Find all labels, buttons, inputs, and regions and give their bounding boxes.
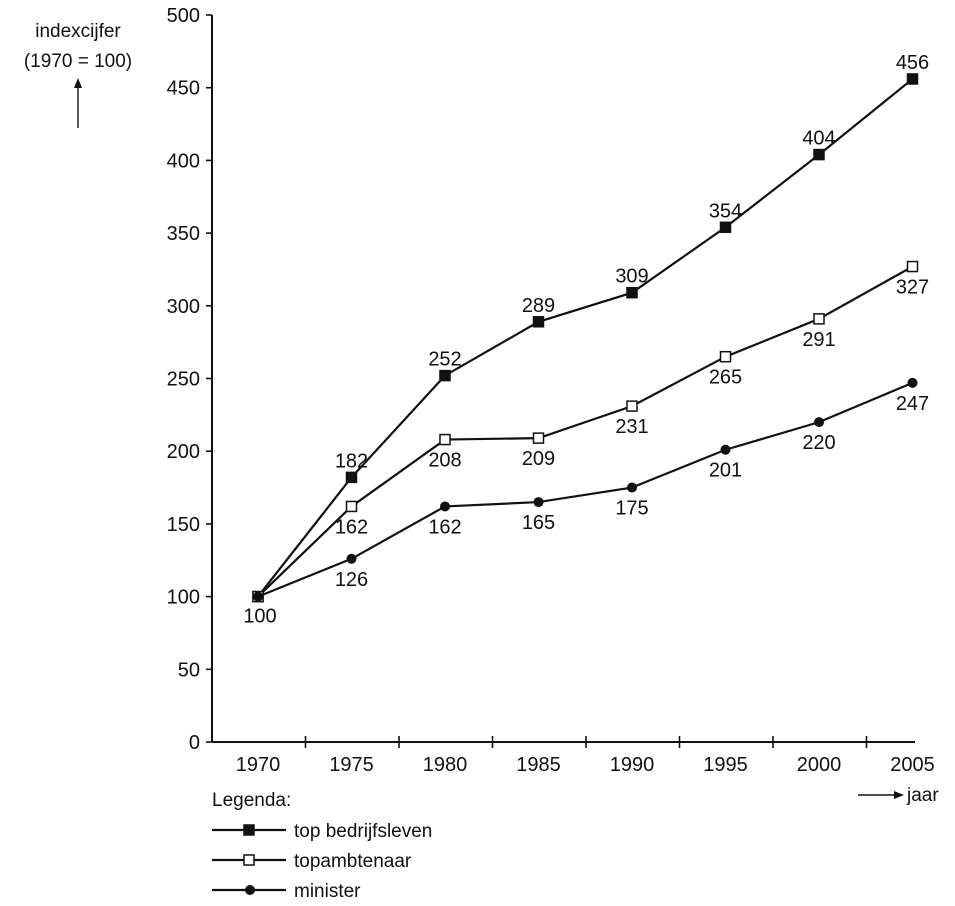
data-point	[626, 400, 638, 412]
y-tick-label: 450	[167, 78, 200, 100]
data-point	[345, 500, 358, 513]
data-label: 291	[802, 329, 835, 351]
data-point	[627, 482, 637, 493]
series-line-topambtenaar	[257, 265, 914, 598]
data-label: 165	[522, 512, 555, 534]
series-topambtenaar	[252, 260, 919, 603]
x-axis-arrow-icon	[858, 791, 904, 799]
data-label: 265	[709, 367, 742, 389]
y-ticks: 0 50 100 150 200 250 300 350 400 450 500	[167, 5, 212, 754]
data-point	[813, 148, 825, 161]
x-tick-label: 1980	[423, 754, 468, 776]
data-point	[253, 591, 263, 602]
legend-item-minister: minister	[212, 881, 361, 902]
y-axis-arrow-icon	[74, 78, 82, 128]
y-tick-label: 100	[167, 587, 200, 609]
data-label: 252	[428, 349, 461, 371]
legend-label-topambtenaar: topambtenaar	[294, 851, 412, 872]
data-point	[719, 350, 732, 363]
legend: top bedrijfsleven topambtenaar minister	[212, 821, 432, 902]
data-point	[440, 501, 450, 512]
data-label: 247	[896, 393, 929, 415]
data-labels: 182 252 289 309 354 404 456 162 208 209 231 265 291 3…	[243, 52, 929, 628]
y-tick-label: 50	[178, 659, 200, 681]
data-point	[814, 417, 824, 428]
data-label: 289	[522, 295, 555, 317]
data-label: 208	[428, 450, 461, 472]
series-line-top-bedrijfsleven	[257, 78, 914, 598]
data-point	[906, 73, 919, 85]
y-axis-title-line1: indexcijfer	[35, 21, 121, 42]
open-square-marker-icon	[243, 854, 255, 866]
y-tick-label: 300	[167, 296, 200, 318]
data-point	[626, 286, 638, 299]
data-point	[906, 260, 919, 273]
legend-item-top-bedrijfsleven: top bedrijfsleven	[212, 821, 432, 842]
y-axis-title-line2: (1970 = 100)	[24, 51, 132, 72]
filled-circle-marker-icon	[245, 885, 255, 895]
y-tick-label: 200	[167, 441, 200, 463]
x-tick-label: 1990	[610, 754, 655, 776]
legend-label-minister: minister	[294, 881, 361, 902]
data-label: 201	[709, 460, 742, 482]
x-tick-label: 1995	[703, 754, 748, 776]
x-axis-title: jaar	[906, 785, 939, 806]
legend-title: Legenda:	[212, 790, 291, 811]
data-point	[439, 369, 451, 382]
y-tick-label: 500	[167, 5, 200, 27]
data-point	[813, 313, 825, 325]
data-label: 209	[522, 448, 555, 470]
data-label: 404	[802, 128, 835, 150]
data-label: 220	[802, 432, 835, 454]
data-point	[345, 471, 358, 484]
y-tick-label: 0	[189, 732, 200, 754]
x-ticks: 1970 1975 1980 1985 1990 1995 2000 2005	[236, 736, 935, 776]
data-point	[346, 553, 357, 564]
y-tick-label: 400	[167, 150, 200, 172]
filled-square-marker-icon	[243, 824, 255, 836]
data-point	[533, 497, 544, 508]
data-label: 231	[615, 416, 648, 438]
data-point	[720, 444, 731, 455]
data-label: 456	[896, 52, 929, 74]
data-point	[532, 432, 545, 444]
legend-item-topambtenaar: topambtenaar	[212, 851, 412, 872]
y-tick-label: 150	[167, 514, 200, 536]
y-tick-label: 250	[167, 369, 200, 391]
data-label: 162	[428, 516, 461, 538]
x-tick-label: 1985	[516, 754, 561, 776]
x-tick-label: 2005	[890, 754, 935, 776]
data-point	[439, 433, 451, 446]
data-label: 126	[335, 569, 368, 591]
legend-label-top-bedrijfsleven: top bedrijfsleven	[294, 821, 432, 842]
data-point	[907, 377, 918, 388]
series-minister	[253, 377, 918, 602]
data-label: 182	[335, 450, 368, 472]
y-tick-label: 350	[167, 223, 200, 245]
data-label: 175	[615, 498, 648, 520]
x-tick-label: 1975	[329, 754, 374, 776]
data-point	[719, 221, 732, 234]
series-layer	[252, 73, 919, 603]
data-label: 100	[243, 606, 276, 628]
data-label: 354	[709, 200, 742, 222]
data-label: 327	[896, 277, 929, 299]
x-tick-label: 1970	[236, 754, 281, 776]
data-point	[532, 316, 545, 328]
x-tick-label: 2000	[797, 754, 842, 776]
data-label: 162	[335, 516, 368, 538]
series-line-minister	[257, 381, 913, 598]
data-label: 309	[615, 266, 648, 288]
